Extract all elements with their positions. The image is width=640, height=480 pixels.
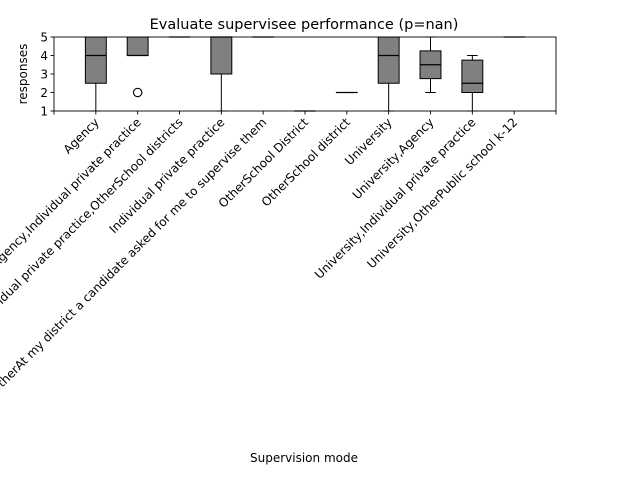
outlier-point bbox=[132, 87, 143, 98]
box bbox=[210, 36, 233, 75]
box-group bbox=[84, 36, 107, 112]
x-tick-label: University,Agency bbox=[350, 115, 437, 202]
y-tick-label: 4 bbox=[40, 49, 48, 63]
y-axis-ticks: 1 2 3 4 5 bbox=[40, 30, 54, 118]
x-tick-label: Agency bbox=[61, 115, 102, 156]
plot-area bbox=[53, 36, 557, 112]
y-tick-label: 2 bbox=[40, 86, 48, 100]
x-tick-label: University,OtherPublic school k-12 bbox=[364, 115, 520, 271]
box bbox=[461, 59, 484, 93]
box-group bbox=[210, 36, 233, 112]
y-tick-label: 1 bbox=[40, 104, 48, 118]
box-group bbox=[126, 36, 149, 98]
box-group bbox=[419, 36, 442, 93]
box-group bbox=[461, 55, 484, 112]
y-tick-label: 5 bbox=[40, 30, 48, 44]
box bbox=[126, 36, 149, 56]
y-axis-label: responses bbox=[16, 44, 30, 105]
y-tick-label: 3 bbox=[40, 67, 48, 81]
box bbox=[84, 36, 107, 84]
x-axis-label: Supervision mode bbox=[250, 451, 358, 465]
box bbox=[377, 36, 400, 84]
chart-title: Evaluate supervisee performance (p=nan) bbox=[150, 17, 459, 33]
box-group bbox=[377, 36, 400, 112]
